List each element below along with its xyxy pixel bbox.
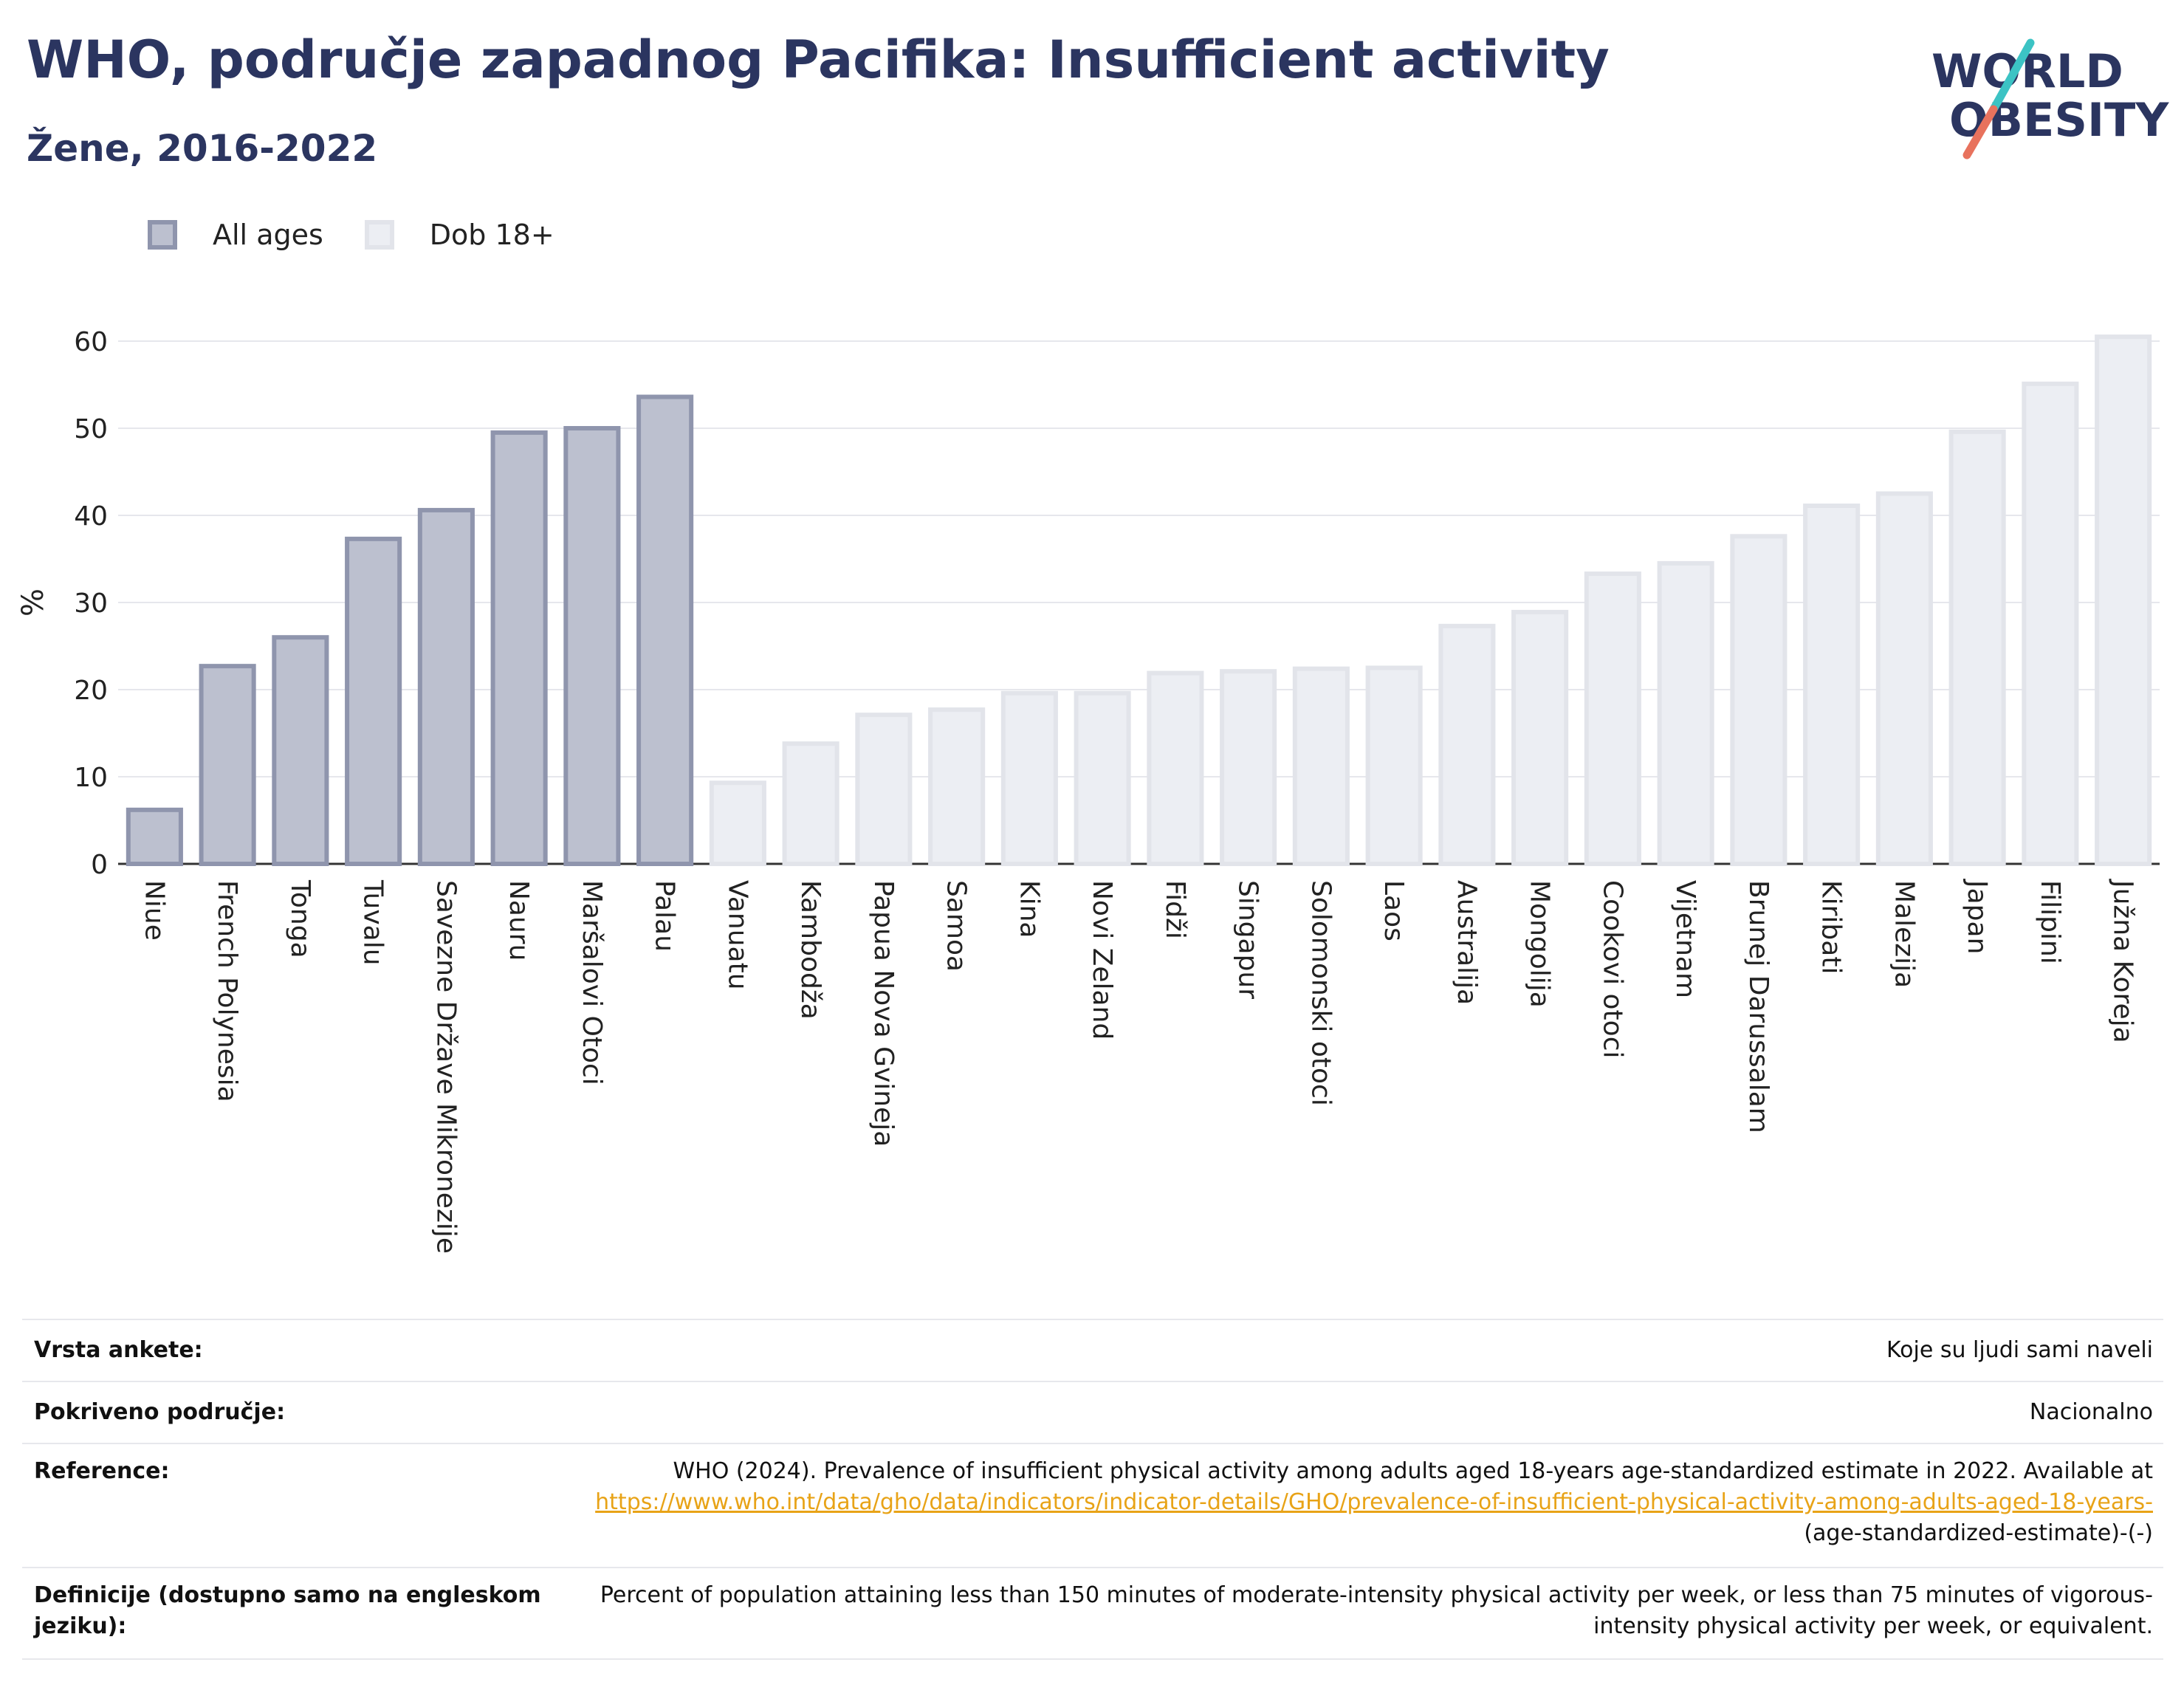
bar-samoa[interactable] [928,707,986,867]
x-tick-label: Brunej Darussalam [1743,880,1773,1133]
bar-brunej-darussalam[interactable] [1730,534,1788,866]
reference-value: WHO (2024). Prevalence of insufficient p… [566,1456,2163,1567]
bar-fid-i[interactable] [1147,670,1204,867]
bar-japan[interactable] [1948,429,2006,867]
x-tick-label: Malezija [1889,880,1919,988]
x-tick-label: Niue [139,880,169,941]
info-row-reference: Reference: WHO (2024). Prevalence of ins… [22,1443,2163,1567]
reference-tail: (age-standardized-estimate)-(-) [1804,1520,2153,1546]
bar-laos[interactable] [1365,665,1423,866]
bar-filipini[interactable] [2022,381,2079,866]
y-tick-label: 60 [74,327,108,357]
bar-kambod-a[interactable] [782,741,839,866]
x-tick-label: Nauru [504,880,534,961]
bar-nauru[interactable] [490,430,548,866]
x-tick-label: Vijetnam [1670,880,1700,998]
bar-kina[interactable] [1000,690,1058,866]
legend-item-dob-18[interactable]: Dob 18+ [364,219,554,251]
bars [126,334,2152,867]
y-tick-label: 20 [74,676,108,706]
x-tick-label: Kiribati [1816,880,1847,974]
y-axis-label: % [16,588,50,617]
bar-papua-nova-gvineja[interactable] [855,713,913,866]
x-tick-label: Singapur [1233,880,1263,999]
definition-label: Definicije (dostupno samo na engleskom j… [34,1582,541,1639]
x-tick-label: Tuvalu [358,879,388,966]
x-tick-label: Palau [650,880,680,952]
bar-palau[interactable] [636,394,694,866]
x-tick-label: Samoa [941,880,972,972]
logo-slash-coral [1962,105,1998,159]
coverage-label: Pokriveno područje: [34,1399,286,1425]
x-tick-label: Japan [1962,879,1992,954]
chart-legend: All ages Dob 18+ [148,219,596,251]
definition-value: Percent of population attaining less tha… [600,1582,2153,1639]
x-tick-label: Cookovi otoci [1597,880,1627,1059]
info-row-definition: Definicije (dostupno samo na engleskom j… [22,1567,2163,1660]
x-tick-label: Kina [1014,880,1044,938]
logo-line2: OBESITY [1949,93,2169,147]
bar-singapur[interactable] [1220,669,1277,866]
y-tick-label: 40 [74,501,108,532]
info-row-survey: Vrsta ankete: Koje su ljudi sami naveli [22,1319,2163,1381]
bar-kiribati[interactable] [1803,504,1861,866]
bar-vanuatu[interactable] [709,780,766,867]
y-tick-label: 0 [91,850,108,880]
bar-ju-na-koreja[interactable] [2095,334,2152,867]
x-tick-label: Australija [1452,880,1482,1005]
legend-swatch-dob-18 [364,220,394,250]
legend-swatch-all-ages [148,220,177,250]
y-tick-label: 30 [74,588,108,619]
chart-subtitle: Žene, 2016-2022 [27,127,378,170]
bar-malezija[interactable] [1875,491,1933,866]
x-tick-label: Laos [1378,880,1409,941]
bar-tonga[interactable] [272,635,329,866]
x-tick-label: Maršalovi Otoci [577,880,607,1085]
bar-cookovi-otoci[interactable] [1584,571,1641,866]
coverage-value: Nacionalno [2029,1399,2153,1425]
y-tick-labels: 0 10 20 30 40 50 60 [74,327,108,880]
reference-link[interactable]: https://www.who.int/data/gho/data/indica… [595,1489,2153,1515]
bar-french-polynesia[interactable] [199,664,256,866]
survey-value: Koje su ljudi sami naveli [1886,1337,2153,1363]
x-tick-label: Solomonski otoci [1305,880,1336,1106]
bar-tuvalu[interactable] [345,536,402,866]
x-tick-label: Kambodža [795,880,825,1020]
info-table: Vrsta ankete: Koje su ljudi sami naveli … [22,1319,2163,1660]
bar-vijetnam[interactable] [1657,560,1714,866]
legend-item-all-ages[interactable]: All ages [148,219,323,251]
x-tick-labels: Niue French Polynesia Tonga Tuvalu Savezne D… [139,879,2137,1254]
bar-niue[interactable] [126,807,183,867]
y-tick-label: 10 [74,763,108,793]
chart-title: WHO, područje zapadnog Pacifika: Insuffi… [27,30,1610,90]
reference-text: WHO (2024). Prevalence of insufficient p… [673,1458,2153,1484]
x-tick-label: Savezne Države Mikronezije [430,880,461,1254]
bar-australija[interactable] [1438,623,1496,866]
x-tick-label: Fidži [1160,880,1190,939]
bar-solomonski-otoci[interactable] [1292,666,1350,866]
survey-label: Vrsta ankete: [34,1337,203,1363]
info-row-coverage: Pokriveno područje: Nacionalno [22,1381,2163,1443]
bar-savezne-dr-ave-mikronezije[interactable] [417,507,475,866]
y-tick-label: 50 [74,414,108,444]
bar-mongolija[interactable] [1511,609,1569,866]
world-obesity-logo: WORLD OBESITY [1931,38,2169,159]
x-tick-label: Novi Zeland [1087,880,1117,1040]
x-tick-label: Papua Nova Gvineja [868,880,899,1147]
bar-mar-alovi-otoci[interactable] [563,426,621,866]
x-tick-label: Filipini [2035,880,2065,964]
legend-label-all-ages: All ages [213,219,323,251]
reference-label: Reference: [34,1458,170,1484]
x-tick-label: Tonga [285,879,315,958]
x-tick-label: French Polynesia [212,880,242,1102]
bar-novi-zeland[interactable] [1074,690,1131,866]
x-tick-label: Vanuatu [722,880,752,990]
x-tick-label: Mongolija [1525,880,1555,1008]
x-tick-label: Južna Koreja [2108,879,2138,1043]
legend-label-dob-18: Dob 18+ [429,219,554,251]
bar-chart: 0 10 20 30 40 50 60 Niue French Polynesia Tonga T… [16,327,2160,1254]
logo-slash-teal [1989,38,2035,114]
